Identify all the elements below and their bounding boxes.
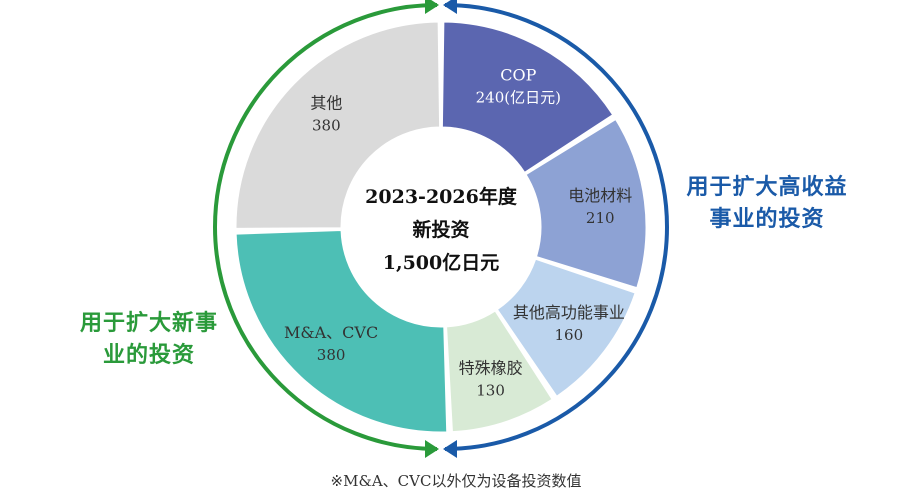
arrowhead-bottom-right (443, 440, 457, 458)
segment-value-battery-materials: 210 (586, 209, 615, 227)
segment-label-battery-materials: 电池材料 210 (568, 186, 632, 227)
donut-segments (235, 21, 647, 433)
segment-name-ma-cvc: M&A、CVC (284, 323, 378, 342)
segment-value-cop: 240(亿日元) (476, 88, 561, 106)
segment-label-ma-cvc: M&A、CVC 380 (284, 323, 378, 364)
segment-special-rubber (446, 310, 553, 433)
segment-name-battery-materials: 电池材料 (568, 186, 632, 205)
segment-label-other-high-function: 其他高功能事业 160 (513, 303, 625, 344)
segment-labels: COP 240(亿日元) 电池材料 210 其他高功能事业 160 特殊橡胶 130 M&A、C… (284, 65, 632, 399)
new-business-investment-label: 用于扩大新事 业的投资 (64, 308, 234, 372)
segment-cop (441, 21, 614, 173)
left-arc (213, 3, 438, 451)
segment-value-ma-cvc: 380 (317, 346, 346, 364)
arrowhead-bottom-left (425, 440, 439, 458)
center-text-line-1: 2023-2026年度 (365, 185, 518, 208)
segment-name-cop: COP (500, 65, 536, 84)
segment-label-special-rubber: 特殊橡胶 130 (459, 359, 523, 400)
segment-value-other-high-function: 160 (555, 326, 584, 344)
high-profit-label-line-1: 用于扩大高收益 (686, 175, 848, 200)
segment-value-special-rubber: 130 (476, 382, 505, 400)
footnote: ※M&A、CVC以外仅为设备投资数值 (330, 472, 582, 490)
group-arcs (213, 0, 669, 458)
high-profit-investment-label: 用于扩大高收益 事业的投资 (672, 172, 862, 236)
segment-ma-cvc (235, 229, 448, 433)
segment-label-cop: COP 240(亿日元) (476, 65, 561, 106)
center-text-line-3: 1,500亿日元 (383, 251, 500, 274)
arrowhead-top-right (443, 0, 457, 14)
segment-label-other: 其他 380 (310, 94, 342, 135)
high-profit-label-line-2: 事业的投资 (709, 207, 825, 232)
segment-name-special-rubber: 特殊橡胶 (459, 359, 523, 378)
segment-value-other: 380 (312, 117, 341, 135)
new-business-label-line-2: 业的投资 (102, 343, 195, 368)
center-text-line-2: 新投资 (412, 218, 469, 241)
segment-name-other: 其他 (310, 94, 342, 113)
right-arc (444, 3, 669, 451)
segment-battery-materials (525, 118, 647, 289)
segment-name-other-high-function: 其他高功能事业 (513, 303, 625, 322)
segment-other (235, 21, 441, 229)
new-business-label-line-1: 用于扩大新事 (79, 311, 218, 336)
segment-other-high-function (496, 258, 636, 397)
arrowhead-top-left (425, 0, 439, 14)
